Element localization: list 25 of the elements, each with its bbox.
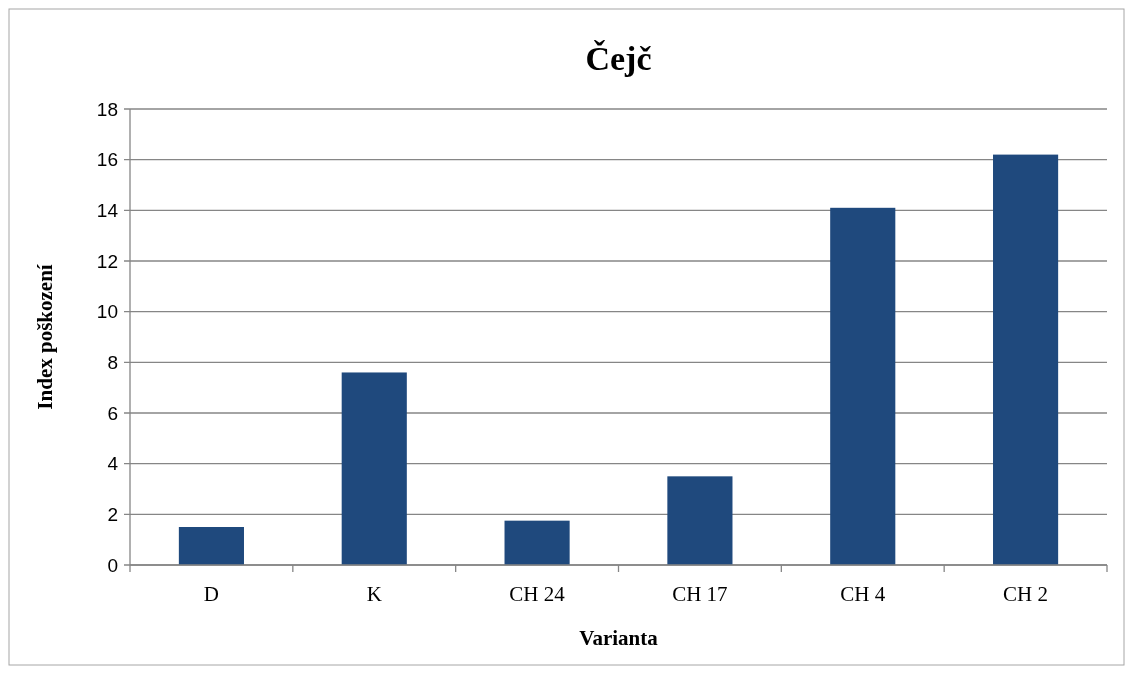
x-tick-label: K: [366, 582, 382, 606]
y-tick-label: 2: [107, 503, 118, 525]
chart-title: Čejč: [585, 40, 652, 77]
y-tick-label: 6: [107, 402, 118, 424]
y-tick-label: 16: [96, 149, 118, 171]
x-tick-label: CH 17: [672, 582, 728, 606]
bar: [830, 207, 896, 565]
y-tick-label: 0: [107, 554, 118, 576]
y-tick-label: 8: [107, 351, 118, 373]
x-axis-title: Varianta: [579, 626, 659, 650]
y-axis-title: Index poškození: [33, 263, 57, 410]
bar: [667, 476, 733, 565]
y-tick-label: 12: [96, 250, 118, 272]
x-tick-label: D: [203, 582, 219, 606]
bar: [504, 520, 570, 565]
x-tick-label: CH 4: [840, 582, 886, 606]
y-tick-label: 18: [96, 98, 118, 120]
bar: [993, 154, 1059, 565]
bar: [178, 527, 244, 565]
y-tick-label: 4: [107, 453, 119, 475]
y-tick-label: 14: [96, 199, 119, 221]
x-tick-label: CH 24: [509, 582, 566, 606]
y-tick-label: 10: [96, 301, 118, 323]
bar: [341, 372, 407, 565]
x-tick-label: CH 2: [1003, 582, 1049, 606]
